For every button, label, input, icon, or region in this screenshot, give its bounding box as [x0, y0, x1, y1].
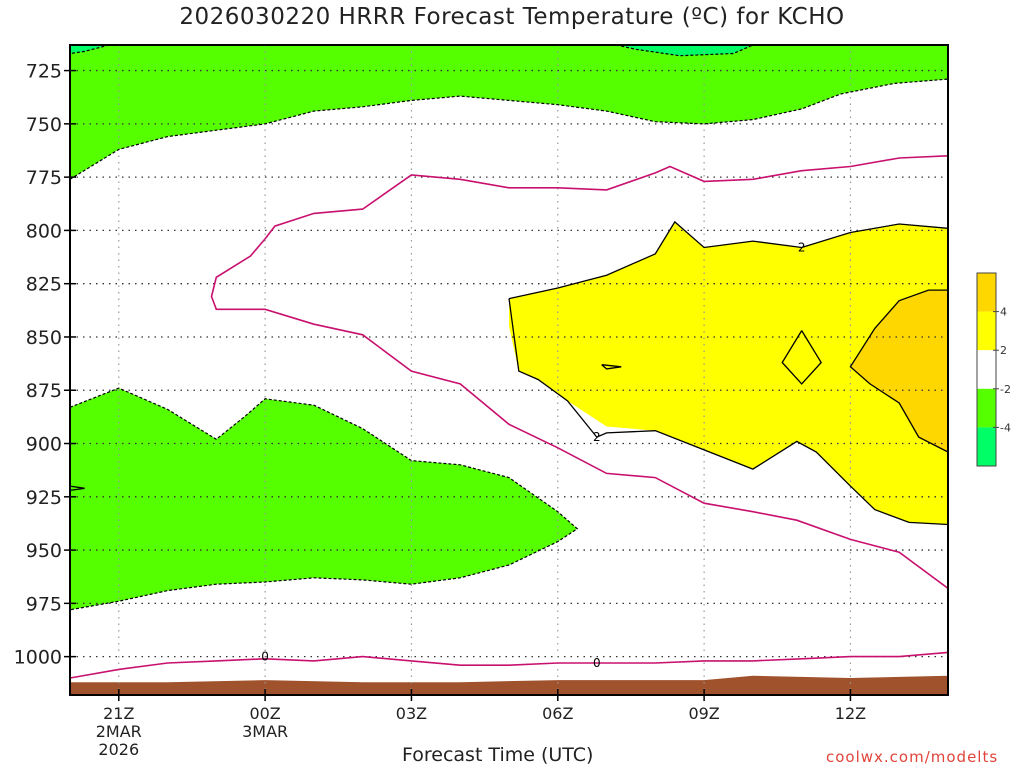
- y-tick-label: 725: [26, 61, 62, 83]
- contour-labels: 2 2 0 0: [261, 240, 805, 670]
- isotherm-solid: [508, 220, 948, 300]
- isotherm-zero: [264, 155, 948, 240]
- fill-cold-lower: [70, 388, 578, 610]
- isotherm-solid: [508, 298, 948, 526]
- credit-text: coolwx.com/modelts: [826, 748, 999, 766]
- isotherm-dashed: [70, 45, 110, 55]
- contour-label: 2: [593, 430, 601, 444]
- colorbar-label: 4: [1000, 306, 1007, 319]
- isotherm-dashed: [616, 45, 754, 57]
- y-tick-label: 975: [26, 593, 62, 615]
- y-tick-label: 925: [26, 487, 62, 509]
- y-axis: 725 750 775 800 825 850 875 900 925 950 975 1000: [14, 61, 76, 669]
- isotherm-solid: [849, 289, 948, 453]
- x-tick-label: 09Z: [688, 704, 719, 723]
- x-tick-label: 03Z: [396, 704, 427, 723]
- colorbar: 4 2 -2 -4: [976, 272, 1011, 467]
- x-tick-label: 21Z: [103, 704, 134, 723]
- temperature-fill-regions: [70, 45, 948, 695]
- y-tick-label: 775: [26, 167, 62, 189]
- colorbar-border: [976, 272, 997, 467]
- fill-colder-top-right: [616, 45, 753, 56]
- y-tick-label: 1000: [14, 647, 62, 669]
- isotherm-zero: [70, 651, 948, 679]
- colorbar-label: -2: [1000, 383, 1011, 396]
- colorbar-label: 2: [1000, 344, 1007, 357]
- contour-label: 2: [798, 240, 806, 254]
- fill-colder-top-left: [70, 45, 109, 54]
- fill-ground: [70, 675, 948, 695]
- y-tick-label: 900: [26, 434, 62, 456]
- y-tick-label: 850: [26, 327, 62, 349]
- contour-label: 0: [261, 650, 269, 664]
- isotherm-solid: [781, 330, 823, 385]
- x-tick-label: 2026: [98, 740, 139, 759]
- y-tick-label: 950: [26, 540, 62, 562]
- isotherm-zero: [210, 238, 948, 590]
- colorbar-swatch: [977, 388, 996, 428]
- x-tick-label: 3MAR: [242, 722, 288, 741]
- y-tick-label: 800: [26, 220, 62, 242]
- x-axis-label: Forecast Time (UTC): [402, 744, 594, 766]
- isotherm-lines: [70, 45, 948, 679]
- fill-warm-2: [509, 221, 948, 525]
- grid-lines: [70, 45, 948, 695]
- x-tick-label: 2MAR: [96, 722, 142, 741]
- y-tick-label: 750: [26, 114, 62, 136]
- colorbar-swatch: [977, 311, 996, 351]
- isotherm-solid: [601, 364, 622, 370]
- x-tick-label: 06Z: [542, 704, 573, 723]
- plot-frame: [69, 44, 949, 696]
- contour-label: 0: [593, 656, 601, 670]
- x-tick-label: 12Z: [835, 704, 866, 723]
- colorbar-swatch: [977, 427, 996, 466]
- x-tick-label: 00Z: [249, 704, 280, 723]
- y-tick-label: 875: [26, 380, 62, 402]
- fill-cold-upper: [70, 45, 948, 180]
- isotherm-dashed: [70, 78, 948, 180]
- fill-warm-4-right: [850, 290, 948, 452]
- y-tick-label: 825: [26, 274, 62, 296]
- colorbar-swatch: [977, 273, 996, 312]
- colorbar-swatch: [977, 350, 996, 389]
- chart-title: 2026030220 HRRR Forecast Temperature (ºC…: [179, 4, 845, 30]
- colorbar-label: -4: [1000, 421, 1011, 434]
- isotherm-solid: [70, 485, 85, 492]
